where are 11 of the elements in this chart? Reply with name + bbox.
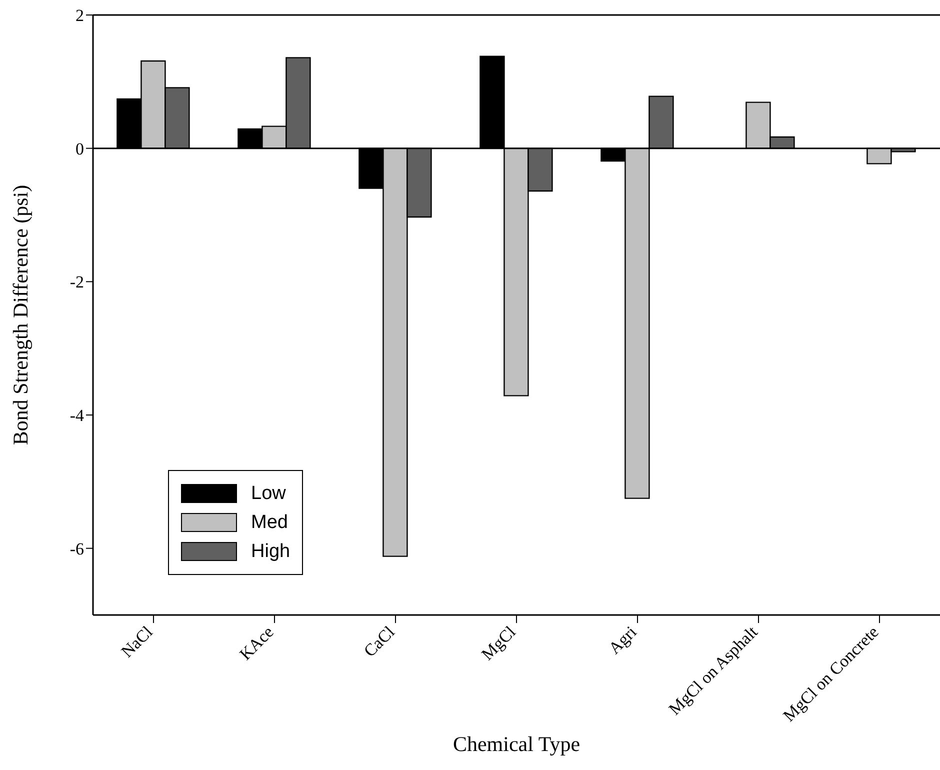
x-tick-label: Agri — [604, 622, 641, 658]
y-tick-label: -4 — [70, 406, 84, 426]
y-axis-title: Bond Strength Difference (psi) — [8, 184, 32, 446]
y-tick-label: 2 — [76, 6, 84, 26]
y-tick-label: 0 — [76, 139, 84, 158]
x-axis-title: Chemical Type — [452, 732, 580, 756]
legend-label: Med — [251, 512, 288, 534]
y-tick-label: -2 — [70, 272, 84, 292]
legend-label: Low — [251, 482, 286, 504]
y-tick-label: -6 — [70, 539, 84, 558]
legend-label: High — [251, 540, 290, 562]
